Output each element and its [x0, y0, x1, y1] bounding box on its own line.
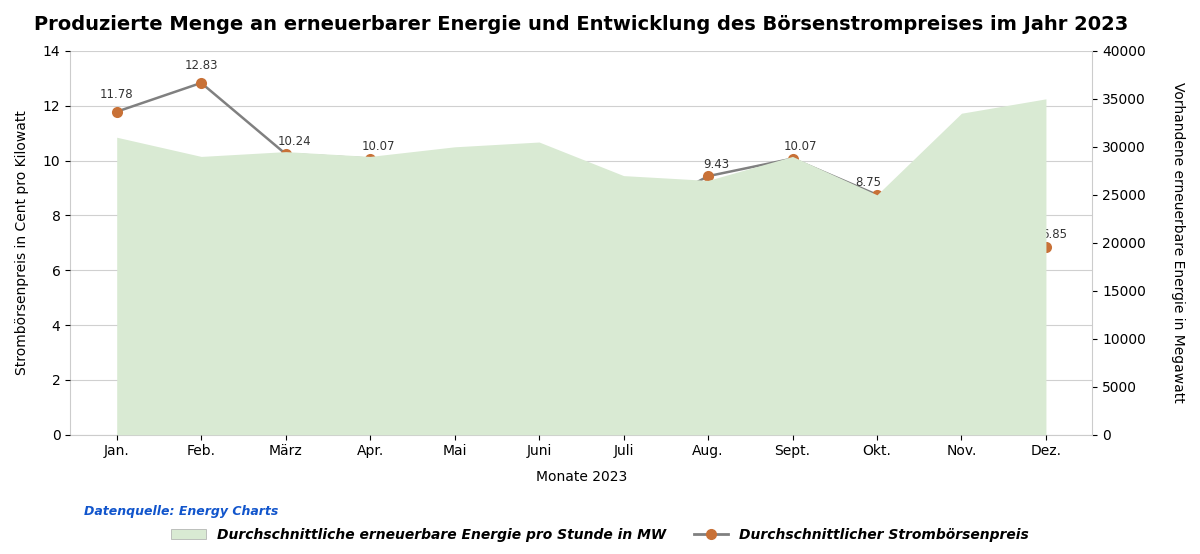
Text: 9.43: 9.43 — [703, 157, 730, 171]
Text: 7.76: 7.76 — [607, 198, 634, 211]
Text: 9.48: 9.48 — [526, 151, 552, 163]
Text: 6.85: 6.85 — [1042, 228, 1067, 242]
Text: Datenquelle: Energy Charts: Datenquelle: Energy Charts — [84, 505, 278, 518]
Text: 10.24: 10.24 — [277, 135, 311, 148]
Y-axis label: Strombörsenpreis in Cent pro Kilowatt: Strombörsenpreis in Cent pro Kilowatt — [16, 110, 29, 375]
Text: 10.07: 10.07 — [784, 140, 817, 153]
Y-axis label: Vorhandene erneuerbare Energie in Megawatt: Vorhandene erneuerbare Energie in Megawa… — [1171, 83, 1186, 403]
Text: 8.75: 8.75 — [856, 176, 882, 189]
Title: Produzierte Menge an erneuerbarer Energie und Entwicklung des Börsenstrompreises: Produzierte Menge an erneuerbarer Energi… — [34, 15, 1128, 34]
Text: 11.78: 11.78 — [100, 88, 133, 101]
X-axis label: Monate 2023: Monate 2023 — [535, 470, 626, 484]
Text: 12.83: 12.83 — [185, 59, 218, 72]
Legend: Durchschnittliche erneuerbare Energie pro Stunde in MW, Durchschnittlicher Strom: Durchschnittliche erneuerbare Energie pr… — [166, 522, 1034, 547]
Text: 9.11: 9.11 — [956, 166, 983, 179]
Text: 10.07: 10.07 — [361, 140, 395, 153]
Text: 8.17: 8.17 — [439, 187, 464, 199]
